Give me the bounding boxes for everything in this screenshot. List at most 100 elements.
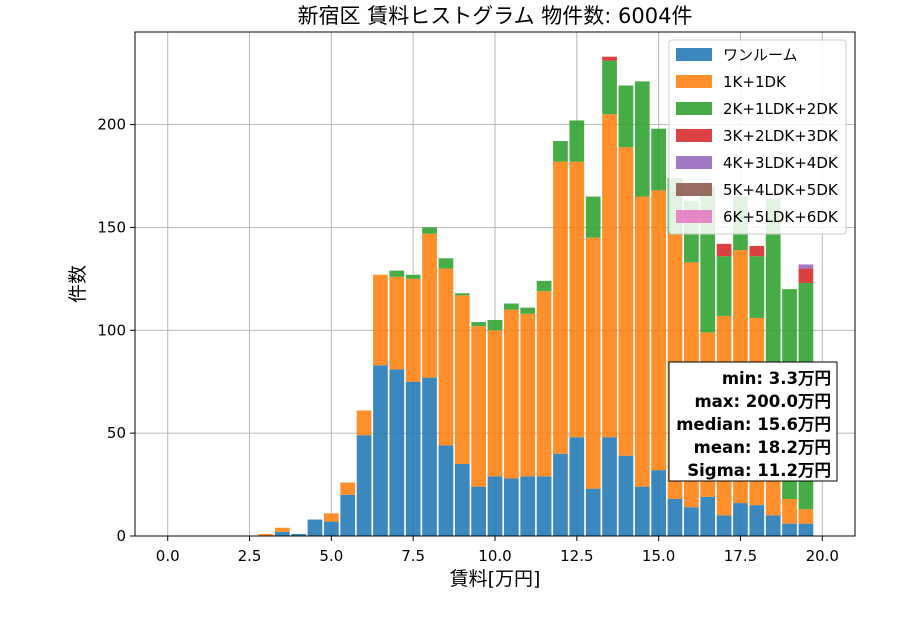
x-tick-label: 15.0 [642, 547, 675, 565]
stats-line: Sigma: 11.2万円 [687, 461, 831, 480]
x-tick-label: 17.5 [724, 547, 757, 565]
bar-3-bin-13 [454, 293, 470, 296]
bar-1-bin-23 [618, 455, 634, 536]
bar-3-bin-12 [438, 258, 454, 269]
bar-2-bin-20 [569, 161, 585, 438]
bar-1-bin-10 [405, 381, 421, 536]
bar-3-bin-32 [765, 198, 781, 368]
bar-3-bin-15 [487, 320, 503, 331]
bar-2-bin-24 [634, 196, 650, 487]
bar-1-bin-8 [373, 365, 388, 536]
bar-2-bin-1 [258, 533, 274, 536]
bar-3-bin-11 [422, 227, 437, 234]
bar-3-bin-17 [520, 307, 536, 314]
bar-4-bin-31 [749, 245, 765, 257]
bar-1-bin-14 [471, 486, 486, 536]
y-tick-label: 50 [107, 424, 126, 442]
bar-1-bin-15 [487, 476, 503, 536]
stats-line: mean: 18.2万円 [694, 438, 831, 457]
bar-1-bin-16 [504, 478, 519, 536]
tick-labels: 0.0 2.5 5.0 7.5 10.0 12.5 15.0 17.5 20.0 0 50 100 15… [97, 116, 839, 565]
legend-swatch [676, 183, 712, 196]
bar-1-bin-20 [569, 437, 585, 536]
bar-2-bin-5 [324, 513, 339, 522]
legend-label: 6K+5LDK+6DK [723, 208, 839, 226]
stats-annotation-box: min: 3.3万円 max: 200.0万円 median: 15.6万円 mean… [668, 361, 838, 482]
bar-2-bin-9 [389, 276, 405, 370]
bar-1-bin-18 [536, 476, 552, 536]
bar-1-bin-4 [307, 519, 323, 536]
bar-3-bin-10 [405, 274, 421, 279]
bar-1-bin-7 [356, 435, 372, 536]
bar-2-bin-17 [520, 313, 536, 477]
bar-3-bin-18 [536, 280, 552, 292]
bar-1-bin-2 [274, 531, 290, 536]
x-tick-label: 0.0 [156, 547, 180, 565]
bar-3-bin-25 [651, 128, 666, 191]
bar-3-bin-22 [602, 60, 617, 115]
bar-2-bin-33 [782, 498, 797, 524]
legend-label: 2K+1LDK+2DK [723, 100, 839, 118]
bar-3-bin-9 [389, 270, 405, 277]
bar-3-bin-31 [749, 256, 765, 318]
bar-2-bin-19 [553, 161, 568, 454]
bar-1-bin-19 [553, 453, 568, 536]
y-tick-label: 100 [97, 321, 126, 339]
bar-2-bin-8 [373, 274, 388, 366]
bar-1-bin-9 [389, 369, 405, 536]
bar-1-bin-26 [667, 498, 683, 536]
bar-2-bin-23 [618, 147, 634, 456]
bar-4-bin-22 [602, 56, 617, 61]
y-tick-label: 0 [116, 527, 126, 545]
bar-3-bin-16 [504, 303, 519, 310]
bar-2-bin-14 [471, 326, 486, 487]
x-tick-label: 12.5 [560, 547, 593, 565]
bar-1-bin-13 [454, 464, 470, 536]
legend: ワンルーム 1K+1DK 2K+1LDK+2DK 3K+2LDK+3DK 4K+3LDK… [668, 39, 847, 235]
bar-1-bin-5 [324, 521, 339, 536]
bar-1-bin-12 [438, 445, 454, 536]
bar-1-bin-29 [716, 515, 732, 536]
bar-2-bin-6 [340, 482, 356, 495]
stats-box [668, 361, 838, 482]
bar-1-bin-11 [422, 377, 437, 536]
bar-1-bin-17 [520, 476, 536, 536]
bar-3-bin-29 [716, 256, 732, 316]
y-tick-label: 150 [97, 218, 126, 236]
bar-1-bin-25 [651, 470, 666, 536]
legend-box [668, 39, 847, 235]
legend-label: 5K+4LDK+5DK [723, 181, 839, 199]
bar-2-bin-11 [422, 233, 437, 378]
bar-2-bin-10 [405, 278, 421, 382]
chart-title: 新宿区 賃料ヒストグラム 物件数: 6004件 [298, 4, 693, 28]
x-tick-label: 20.0 [806, 547, 839, 565]
bar-1-bin-32 [765, 515, 781, 536]
bar-1-bin-31 [749, 505, 765, 536]
bar-4-bin-34 [798, 268, 814, 283]
legend-swatch [676, 102, 712, 115]
bar-2-bin-15 [487, 330, 503, 477]
bar-3-bin-21 [585, 196, 601, 238]
bar-1-bin-27 [684, 507, 699, 536]
y-tick-label: 200 [97, 116, 126, 134]
bar-2-bin-18 [536, 291, 552, 477]
bar-2-bin-21 [585, 237, 601, 489]
x-tick-label: 5.0 [319, 547, 343, 565]
bar-2-bin-34 [798, 509, 814, 524]
bar-5-bin-34 [798, 264, 814, 269]
bar-1-bin-30 [733, 503, 748, 536]
bar-1-bin-33 [782, 523, 797, 536]
bar-3-bin-24 [634, 81, 650, 197]
bar-3-bin-14 [471, 322, 486, 327]
x-tick-label: 2.5 [238, 547, 262, 565]
legend-swatch [676, 75, 712, 88]
legend-swatch [676, 156, 712, 169]
y-axis-title: 件数 [67, 265, 89, 303]
bar-2-bin-16 [504, 309, 519, 479]
x-tick-label: 10.0 [478, 547, 511, 565]
stats-line: median: 15.6万円 [676, 415, 831, 434]
stats-line: max: 200.0万円 [694, 392, 831, 411]
bar-2-bin-13 [454, 295, 470, 464]
bar-3-bin-20 [569, 120, 585, 162]
